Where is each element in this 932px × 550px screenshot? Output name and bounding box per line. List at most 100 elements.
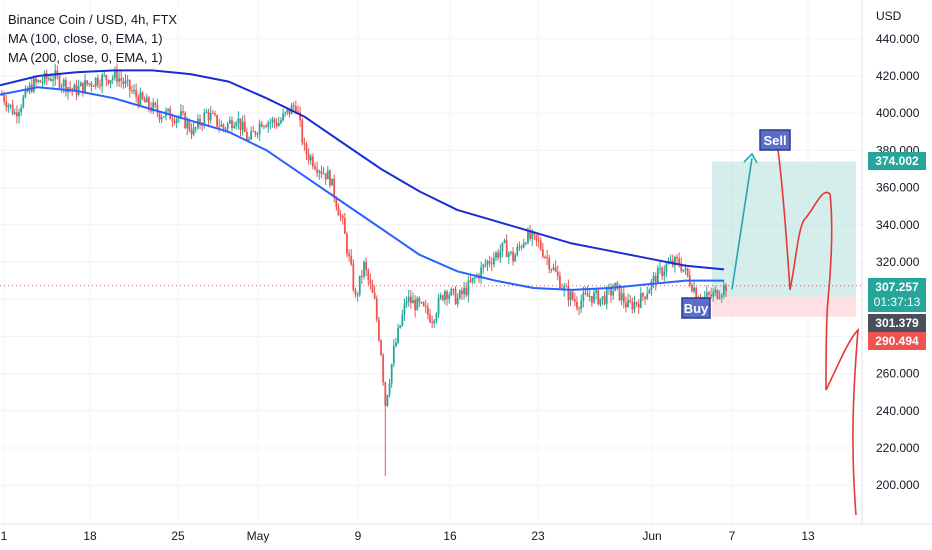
- candle-body: [269, 122, 272, 124]
- candle-body: [395, 342, 397, 347]
- candle-body: [722, 284, 725, 295]
- candle-body: [84, 80, 86, 93]
- candle-body: [243, 121, 246, 132]
- candle-body: [192, 127, 195, 135]
- candle-body: [258, 123, 261, 135]
- candle-body: [654, 275, 657, 284]
- ma100-line: [0, 86, 724, 291]
- candle-body: [531, 232, 534, 239]
- candle-body: [420, 302, 423, 304]
- candle-body: [139, 92, 142, 105]
- candle-body: [211, 113, 214, 115]
- price-tick-label: 200.000: [876, 478, 920, 492]
- candle-body: [133, 90, 135, 92]
- chart-grid: [0, 0, 862, 524]
- price-tick-label: 440.000: [876, 32, 920, 46]
- candle-body: [631, 301, 634, 310]
- candle-body: [152, 102, 155, 112]
- candle-body: [35, 78, 37, 82]
- candle-body: [712, 292, 715, 297]
- time-tick-label: 9: [355, 529, 362, 543]
- time-tick-label: 1: [1, 529, 8, 543]
- candle-body: [659, 267, 661, 269]
- candle-body: [554, 267, 557, 272]
- candle-body: [695, 287, 698, 298]
- candle-body: [186, 121, 189, 129]
- candle-body: [224, 128, 227, 130]
- candle-body: [652, 275, 655, 282]
- candle-body: [43, 72, 46, 82]
- candle-body: [194, 127, 197, 129]
- candle-body: [109, 80, 112, 84]
- candle-body: [158, 112, 161, 120]
- candle-body: [292, 105, 295, 107]
- candle-body: [550, 269, 553, 271]
- candle-body: [567, 286, 570, 301]
- candle-body: [311, 156, 314, 167]
- time-axis[interactable]: 1 18 25 May 9 16 23 Jun 7 13: [0, 523, 932, 543]
- candle-body: [275, 122, 278, 126]
- candle-body: [148, 97, 150, 108]
- candle-body: [676, 257, 678, 259]
- candle-body: [431, 321, 434, 324]
- candle-body: [682, 269, 685, 272]
- price-tick-label: 240.000: [876, 404, 920, 418]
- candle-body: [235, 123, 238, 127]
- candle-body: [239, 118, 242, 130]
- candle-body: [214, 113, 216, 115]
- price-axis[interactable]: USD440.000420.000400.000380.000360.00034…: [861, 0, 920, 524]
- candle-body: [569, 291, 572, 301]
- candle-body: [282, 113, 284, 121]
- candle-body: [207, 111, 210, 121]
- candle-body: [375, 298, 378, 320]
- candle-body: [388, 383, 391, 396]
- candle-body: [101, 75, 103, 87]
- candle-body: [461, 290, 463, 295]
- candle-body: [546, 256, 549, 259]
- candle-body: [135, 90, 138, 97]
- candle-body: [544, 256, 546, 258]
- candle-body: [341, 216, 344, 219]
- candle-body: [260, 123, 263, 127]
- candle-body: [86, 80, 89, 85]
- candle-body: [233, 126, 236, 129]
- time-tick-label: 23: [531, 529, 545, 543]
- candle-body: [299, 112, 302, 121]
- candle-body: [401, 314, 404, 326]
- candle-body: [529, 230, 531, 239]
- candle-body: [612, 290, 615, 296]
- candle-body: [182, 111, 184, 113]
- candle-body: [403, 303, 406, 315]
- candle-body: [399, 325, 402, 328]
- candle-body: [205, 111, 208, 113]
- candle-body: [384, 382, 387, 406]
- candle-body: [60, 86, 63, 88]
- candle-body: [137, 96, 140, 105]
- candle-body: [318, 171, 321, 173]
- candle-body: [516, 246, 519, 255]
- candle-body: [5, 101, 8, 108]
- candle-body: [96, 77, 99, 86]
- candle-body: [467, 280, 470, 296]
- candle-body: [635, 302, 638, 304]
- candlestick-series: [1, 63, 727, 476]
- candle-body: [548, 258, 551, 270]
- candle-body: [252, 131, 255, 133]
- moving-averages: [0, 69, 725, 291]
- candle-body: [429, 314, 431, 322]
- candle-body: [616, 282, 619, 285]
- candle-body: [407, 296, 410, 302]
- candle-body: [41, 81, 44, 83]
- candle-body: [111, 77, 114, 81]
- candle-body: [267, 122, 270, 127]
- candle-body: [520, 246, 523, 248]
- candle-body: [69, 87, 72, 89]
- candle-body: [277, 123, 280, 126]
- candle-body: [47, 78, 50, 80]
- candle-body: [390, 364, 393, 384]
- candle-body: [386, 395, 389, 406]
- candle-body: [365, 261, 368, 271]
- candle-body: [284, 112, 287, 114]
- candle-body: [56, 70, 59, 76]
